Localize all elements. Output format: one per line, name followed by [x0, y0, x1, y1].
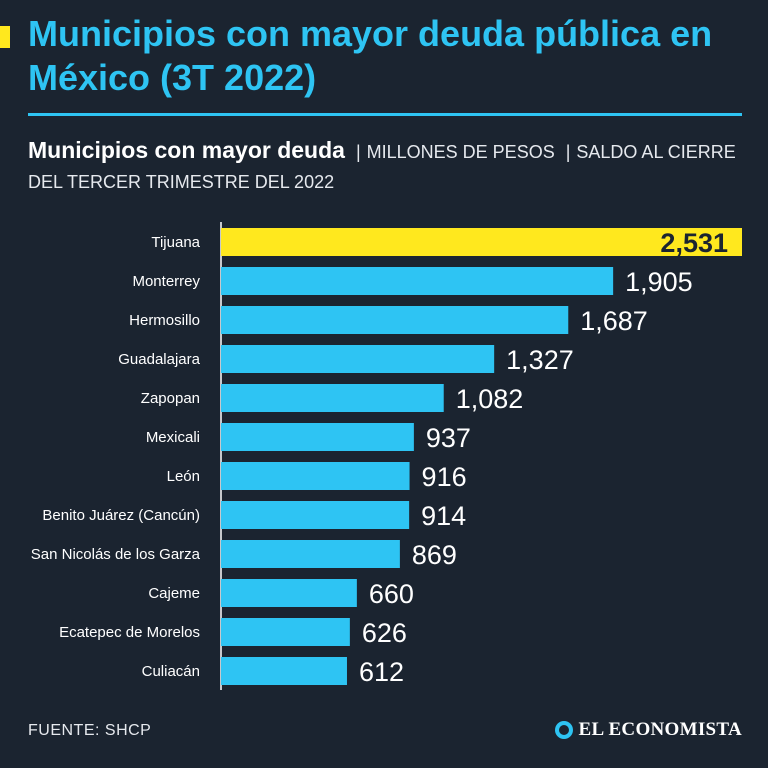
bar-6	[221, 462, 410, 490]
value-label: 626	[362, 618, 407, 648]
value-label: 916	[422, 462, 467, 492]
category-label: Ecatepec de Morelos	[59, 624, 200, 641]
value-label: 612	[359, 657, 404, 687]
page-title: Municipios con mayor deuda pública en Mé…	[28, 13, 713, 98]
bar-7	[221, 501, 410, 529]
bar-3	[221, 345, 495, 373]
subtitle-separator: |	[565, 142, 571, 162]
bar-10	[221, 618, 350, 646]
value-label: 1,082	[456, 384, 524, 414]
category-label: Culiacán	[142, 663, 200, 680]
bar-2	[221, 306, 569, 334]
category-label: Benito Juárez (Cancún)	[42, 507, 200, 524]
category-label: Guadalajara	[118, 351, 200, 368]
subtitle-unit: MILLONES DE PESOS	[366, 142, 555, 162]
category-label: Cajeme	[148, 585, 200, 602]
subtitle-description: SALDO AL CIERRE DEL TERCER TRIMESTRE DEL…	[28, 142, 736, 192]
subtitle-lead: Municipios con mayor deuda	[28, 137, 345, 163]
bar-0	[221, 228, 742, 256]
value-label: 937	[426, 423, 471, 453]
value-label: 1,327	[506, 345, 574, 375]
bar-4	[221, 384, 444, 412]
value-label: 2,531	[660, 228, 728, 258]
category-label: Hermosillo	[129, 312, 200, 329]
category-label: Zapopan	[141, 390, 200, 407]
subtitle-separator: |	[355, 142, 361, 162]
chart-subtitle: Municipios con mayor deuda | MILLONES DE …	[28, 135, 748, 197]
value-label: 1,905	[625, 267, 693, 297]
bar-8	[221, 540, 400, 568]
value-label: 1,687	[580, 306, 648, 336]
category-label: León	[167, 468, 200, 485]
brand-logo: EL ECONOMISTA	[554, 719, 743, 741]
category-label: San Nicolás de los Garza	[31, 546, 201, 563]
category-label: Tijuana	[151, 234, 200, 251]
title-divider	[28, 113, 742, 116]
category-label: Mexicali	[146, 429, 200, 446]
bar-5	[221, 423, 414, 451]
value-label: 914	[421, 501, 466, 531]
brand-icon	[554, 721, 573, 739]
category-label: Monterrey	[132, 273, 200, 290]
source-note: FUENTE: SHCP	[28, 722, 152, 739]
value-label: 869	[412, 540, 457, 570]
bar-1	[221, 267, 614, 295]
bar-9	[221, 579, 357, 607]
bar-11	[221, 657, 347, 685]
title-accent-bar	[0, 26, 10, 48]
brand-name: EL ECONOMISTA	[578, 719, 742, 740]
value-label: 660	[369, 579, 414, 609]
